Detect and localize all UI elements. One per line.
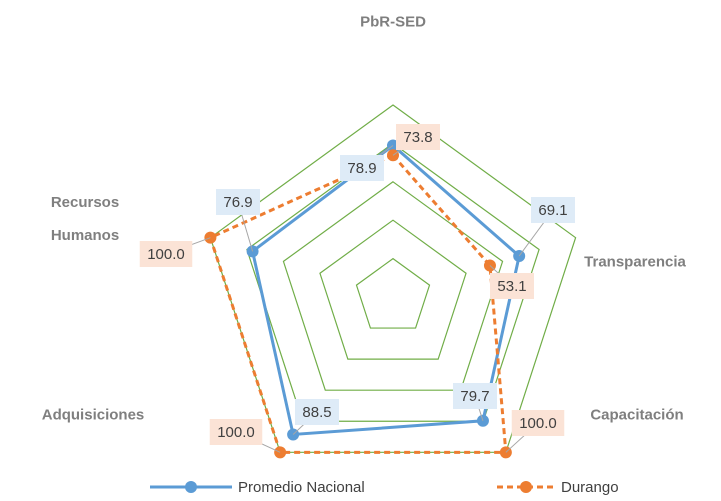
value-label: 76.9 — [223, 194, 252, 211]
value-label: 69.1 — [538, 202, 567, 219]
value-label-box — [295, 399, 339, 425]
series-line — [208, 153, 508, 454]
value-label: 100.0 — [217, 424, 255, 441]
category-label: Adquisiciones — [41, 406, 145, 424]
value-label-box — [531, 197, 575, 223]
value-label: 79.7 — [460, 388, 489, 405]
value-label: 100.0 — [519, 415, 557, 432]
legend-label: Durango — [561, 479, 619, 496]
value-label: 88.5 — [302, 404, 331, 421]
value-label-box — [209, 419, 263, 445]
legend-marker — [185, 481, 197, 493]
category-label: Recursos Humanos — [50, 194, 120, 244]
value-label-box — [216, 189, 260, 215]
series-marker — [246, 245, 259, 258]
value-label: 78.9 — [347, 160, 376, 177]
grid-ring — [319, 219, 467, 360]
value-label-box — [490, 273, 534, 299]
value-label-box — [340, 155, 384, 181]
category-label: Capacitación — [590, 406, 684, 424]
value-label: 100.0 — [147, 246, 185, 263]
series-line — [250, 143, 521, 437]
value-label-box — [139, 241, 193, 267]
chart-title: PbR-SED — [360, 13, 426, 31]
value-label-box — [396, 124, 440, 150]
category-label: Transparencia — [584, 253, 686, 271]
value-label: 53.1 — [497, 278, 526, 295]
value-label: 73.8 — [403, 129, 432, 146]
legend-marker — [520, 481, 532, 493]
grid-ring — [282, 181, 504, 391]
legend-label: Promedio Nacional — [238, 479, 365, 496]
value-label-box — [453, 383, 497, 409]
value-label-box — [511, 410, 565, 436]
grid-ring — [355, 257, 431, 329]
grid-ring — [246, 142, 540, 422]
